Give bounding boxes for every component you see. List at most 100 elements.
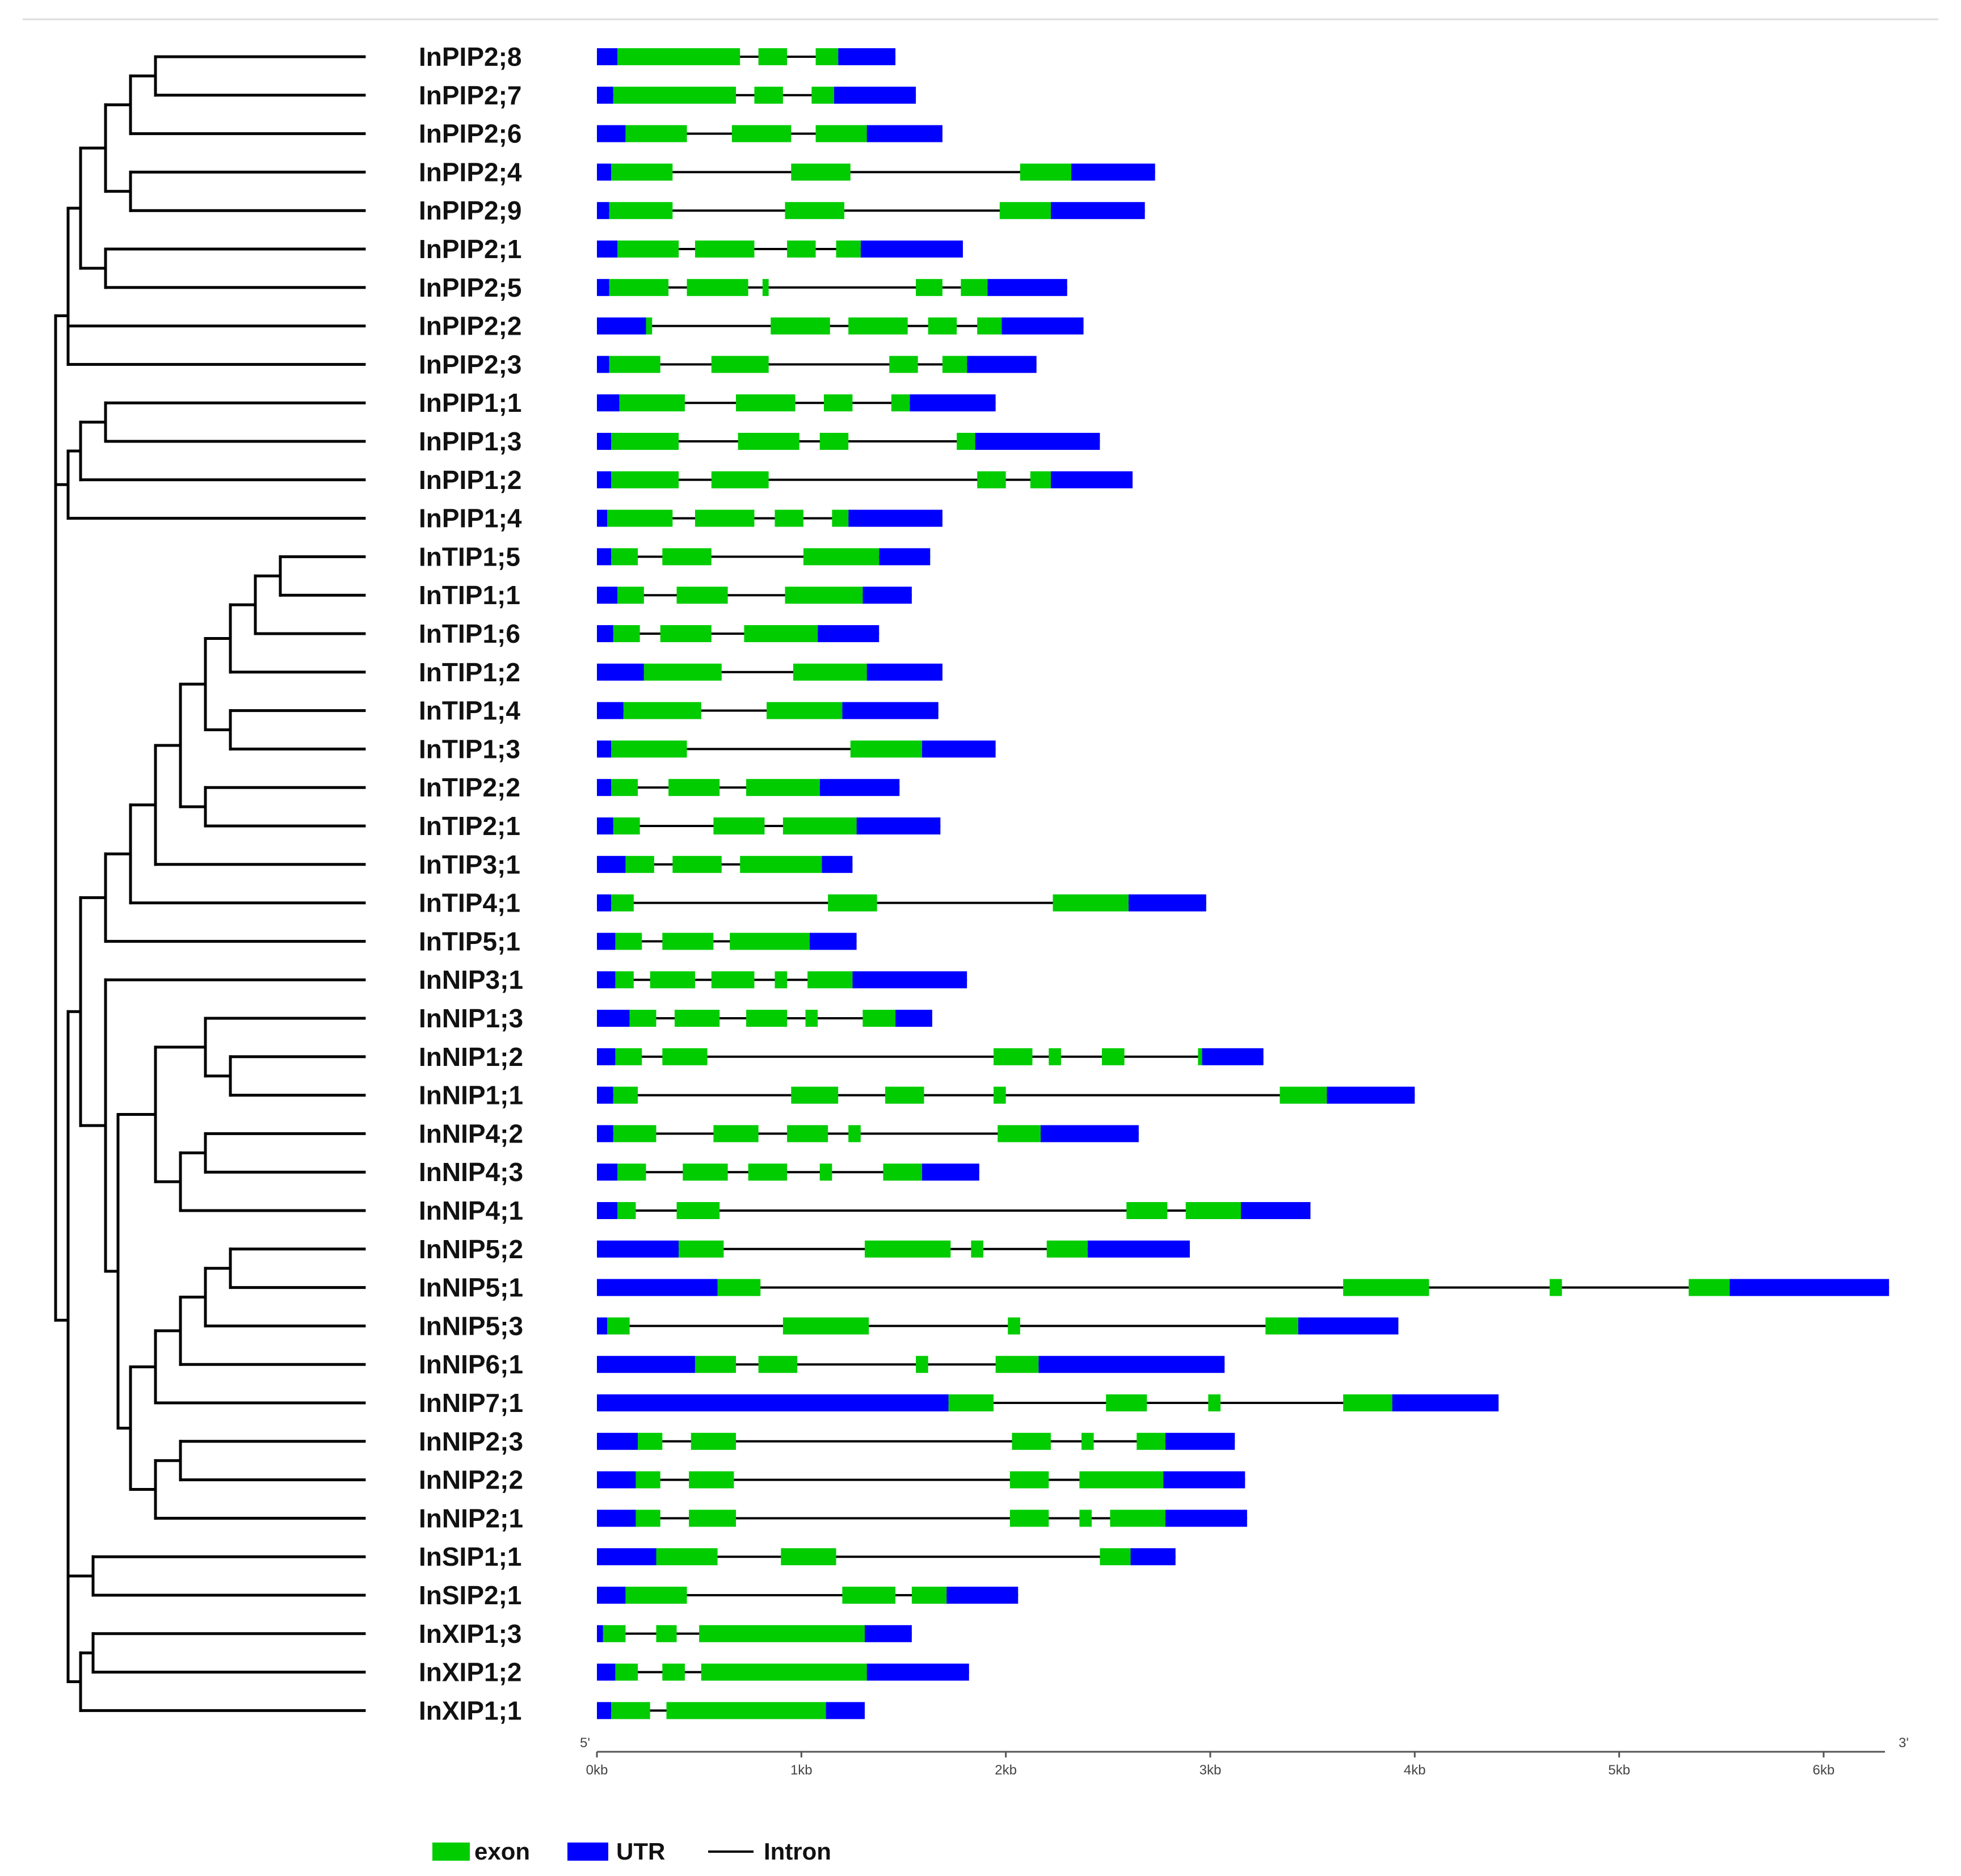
exon-block	[662, 1663, 685, 1681]
utr-block	[597, 317, 646, 335]
gene-row-inpip1-1	[597, 394, 996, 412]
gene-label-innip5-1: InNIP5;1	[419, 1273, 523, 1302]
exon-block	[1030, 471, 1051, 488]
utr-block	[597, 779, 612, 796]
exon-block	[758, 1356, 798, 1373]
exon-block	[687, 279, 748, 296]
gene-label-innip1-3: InNIP1;3	[419, 1004, 523, 1033]
exon-block	[1106, 1394, 1147, 1411]
gene-label-inpip2-8: InPIP2;8	[419, 42, 522, 71]
gene-row-innip1-2	[597, 1048, 1264, 1065]
gene-row-intip5-1	[597, 933, 857, 950]
legend: exon UTR Intron	[432, 1838, 831, 1865]
utr-block	[1128, 894, 1206, 912]
utr-block	[1298, 1317, 1399, 1335]
exon-block	[781, 1548, 836, 1566]
gene-labels: InPIP2;8 InPIP2;7 InPIP2;6 InPIP2;4 InPIP2;9…	[419, 42, 523, 1725]
exon-block	[916, 1356, 928, 1373]
exon-block	[1198, 1048, 1202, 1065]
exon-block	[636, 1471, 660, 1489]
exon-block	[713, 1125, 759, 1143]
gene-row-intip1-1	[597, 587, 912, 604]
exon-block	[862, 1010, 896, 1027]
exon-block	[746, 1010, 788, 1027]
exon-block	[636, 1510, 660, 1527]
utr-block	[852, 971, 967, 989]
gene-label-innip5-3: InNIP5;3	[419, 1311, 523, 1340]
utr-block	[1038, 1356, 1225, 1373]
exon-block	[1009, 1510, 1049, 1527]
gene-label-innip6-1: InNIP6;1	[419, 1350, 523, 1379]
exon-block	[1101, 1048, 1125, 1065]
utr-block	[1165, 1432, 1235, 1450]
gene-label-innip1-2: InNIP1;2	[419, 1042, 523, 1072]
exon-block	[1009, 1471, 1049, 1489]
exon-block	[771, 317, 830, 335]
gene-label-inpip2-2: InPIP2;2	[419, 311, 522, 341]
utr-block	[1130, 1548, 1176, 1566]
utr-block	[1729, 1279, 1890, 1296]
gene-row-inpip2-9	[597, 202, 1145, 220]
exon-block	[683, 1163, 728, 1181]
exon-block	[711, 356, 769, 373]
gene-row-intip1-6	[597, 625, 879, 642]
exon-block	[711, 471, 769, 488]
utr-block	[1202, 1048, 1264, 1065]
exon-block	[1046, 1240, 1088, 1258]
exon-block	[823, 394, 853, 412]
exon-block	[674, 1010, 720, 1027]
exon-block	[615, 1663, 638, 1681]
gene-label-innip4-1: InNIP4;1	[419, 1196, 523, 1225]
gene-row-inpip2-6	[597, 125, 942, 142]
exon-block	[638, 1432, 663, 1450]
gene-row-inpip2-8	[597, 48, 896, 65]
exon-block	[994, 1048, 1033, 1065]
exon-block	[611, 163, 673, 181]
utr-block	[597, 1163, 618, 1181]
exon-block	[746, 779, 820, 796]
exon-block	[748, 1163, 788, 1181]
exon-block	[744, 625, 818, 642]
exon-block	[607, 1317, 630, 1335]
gene-row-innip4-1	[597, 1202, 1311, 1219]
exon-block	[1137, 1432, 1165, 1450]
utr-block	[987, 279, 1067, 296]
utr-block	[826, 1702, 865, 1719]
utr-block	[921, 1163, 979, 1181]
utr-block	[879, 548, 931, 566]
gene-row-intip2-2	[597, 779, 900, 796]
gene-row-inpip2-7	[597, 86, 916, 104]
utr-block	[834, 86, 916, 104]
scale-axis: 0kb 1kb 2kb 3kb 4kb 5kb 6kb 5' 3'	[580, 1735, 1909, 1778]
utr-block	[597, 1702, 612, 1719]
gene-row-intip1-3	[597, 740, 996, 758]
gene-label-inpip2-7: InPIP2;7	[419, 81, 522, 110]
utr-block	[597, 1471, 636, 1489]
exon-block	[672, 855, 722, 873]
gene-label-intip1-6: InTIP1;6	[419, 619, 520, 648]
utr-block	[1040, 1125, 1139, 1143]
legend-label-exon: exon	[474, 1838, 530, 1865]
gene-label-inxip1-2: InXIP1;2	[419, 1658, 522, 1687]
gene-row-intip3-1	[597, 855, 853, 873]
axis-tick-label: 4kb	[1404, 1763, 1426, 1778]
utr-block	[597, 356, 609, 373]
exon-block	[611, 740, 687, 758]
exon-block	[1049, 1048, 1061, 1065]
gene-row-innip2-3	[597, 1432, 1235, 1450]
utr-block	[597, 1279, 718, 1296]
utr-block	[1163, 1471, 1245, 1489]
utr-block	[597, 1048, 616, 1065]
exon-block	[613, 1125, 657, 1143]
three-prime-label: 3'	[1899, 1735, 1909, 1751]
exon-block	[995, 1356, 1039, 1373]
exon-block	[883, 1163, 922, 1181]
utr-block	[1087, 1240, 1190, 1258]
utr-block	[597, 663, 644, 681]
exon-block	[850, 740, 922, 758]
phylogenetic-tree	[54, 55, 366, 1712]
utr-block	[921, 740, 996, 758]
utr-block	[822, 855, 853, 873]
gene-label-innip4-3: InNIP4;3	[419, 1157, 523, 1187]
